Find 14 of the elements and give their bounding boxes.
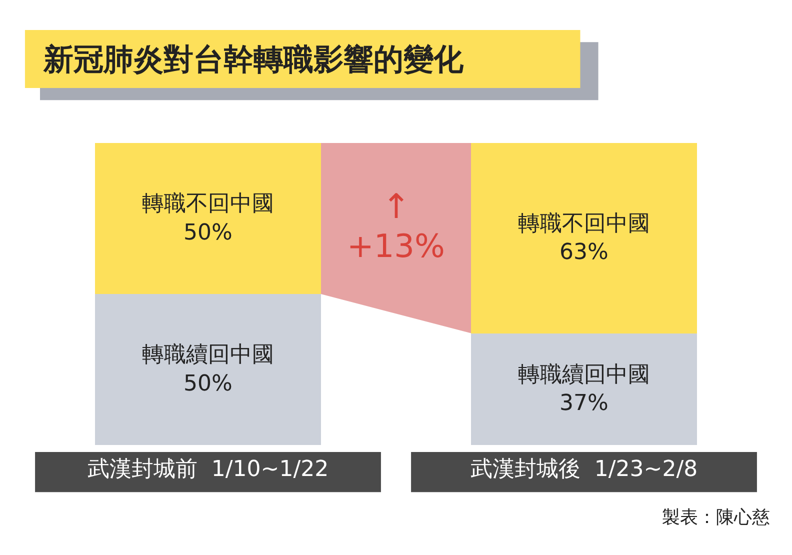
data-label: 37% bbox=[560, 390, 608, 416]
series-label: 轉職不回中國 bbox=[518, 211, 650, 236]
data-label: 50% bbox=[184, 220, 232, 246]
text: 轉職續回中國 bbox=[142, 342, 274, 368]
annotation: ↑ bbox=[382, 187, 410, 227]
text: 製表：陳心慈 bbox=[662, 507, 770, 528]
chart-title: 新冠肺炎對台幹轉職影響的變化 bbox=[42, 42, 465, 78]
series-label: 轉職續回中國 bbox=[518, 362, 650, 388]
text: 轉職不回中國 bbox=[142, 192, 274, 217]
data-label: 63% bbox=[560, 240, 608, 265]
data-label: 50% bbox=[184, 371, 232, 396]
annotation: +13% bbox=[347, 227, 445, 265]
x-tick-label: 武漢封城前 1/10~1/22 bbox=[87, 457, 329, 482]
x-tick-label: 武漢封城後 1/23~2/8 bbox=[470, 457, 698, 482]
